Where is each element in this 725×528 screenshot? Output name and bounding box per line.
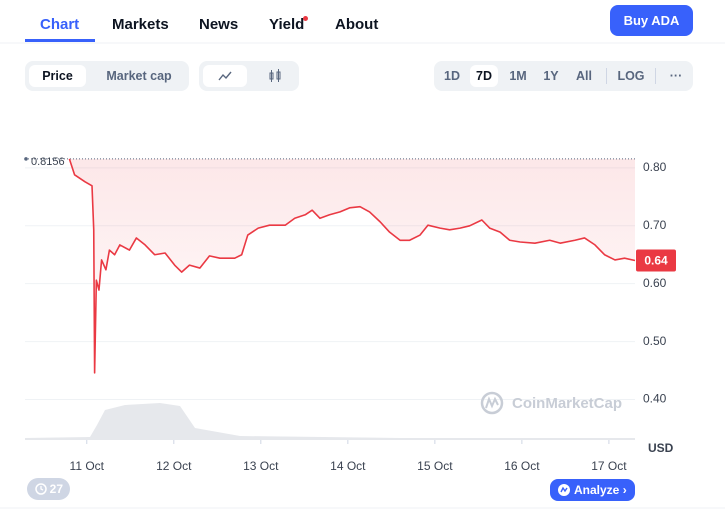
logo-mark	[485, 396, 499, 409]
tab-about[interactable]: About	[335, 16, 379, 33]
open-dot	[24, 157, 28, 161]
x-tick-label: 14 Oct	[330, 459, 366, 473]
candle-chart-button[interactable]	[253, 65, 297, 87]
logo-circle	[480, 391, 504, 415]
line-icon	[218, 71, 232, 81]
tab-chart[interactable]: Chart	[40, 16, 80, 33]
open-label: 0.8156	[31, 156, 65, 168]
mode-market-cap[interactable]: Market cap	[106, 69, 172, 83]
y-tick-label: 0.50	[643, 334, 667, 348]
tab-markets[interactable]: Markets	[112, 16, 169, 33]
y-tick-label: 0.40	[643, 392, 667, 406]
x-tick-label: 12 Oct	[156, 459, 192, 473]
history-icon	[35, 483, 47, 495]
buy-button[interactable]: Buy ADA	[610, 5, 693, 36]
x-tick-label: 16 Oct	[504, 459, 540, 473]
range-button[interactable]: 1Y	[543, 69, 559, 83]
last-price-tag	[636, 249, 676, 272]
analyze-button[interactable]: Analyze ›	[550, 479, 635, 501]
watermark-logo	[480, 391, 504, 415]
x-tick-label: 13 Oct	[243, 459, 279, 473]
x-tick-label: 17 Oct	[591, 459, 627, 473]
candle-icon	[269, 69, 281, 82]
range-button[interactable]: 7D	[470, 65, 498, 87]
separator	[606, 68, 607, 84]
mode-price[interactable]: Price	[29, 65, 86, 87]
y-unit: USD	[648, 441, 674, 455]
notification-dot	[303, 16, 308, 21]
y-tick-label: 0.60	[643, 276, 667, 290]
badge-count: 27	[49, 482, 63, 496]
range-button[interactable]: All	[576, 69, 592, 83]
more-button[interactable]: ···	[669, 69, 683, 83]
x-tick-label: 11 Oct	[70, 459, 105, 473]
watermark: CoinMarketCap	[512, 395, 622, 412]
tab-underline	[25, 39, 95, 42]
y-tick-label: 0.70	[643, 218, 667, 232]
x-tick-label: 15 Oct	[417, 459, 453, 473]
range-button[interactable]: 1M	[509, 69, 527, 83]
price-line	[68, 158, 636, 374]
tab-news[interactable]: News	[199, 16, 239, 33]
analyze-label: Analyze	[574, 483, 620, 497]
y-tick-label: 0.80	[643, 160, 667, 174]
volume-area	[25, 403, 635, 440]
tab-yield[interactable]: Yield	[269, 16, 305, 33]
line-chart-button[interactable]	[203, 65, 247, 87]
history-badge[interactable]: 27	[27, 478, 70, 500]
last-price-label: 0.64	[644, 254, 668, 268]
separator	[655, 68, 656, 84]
range-button[interactable]: 1D	[444, 69, 460, 83]
analyze-icon	[558, 484, 570, 496]
log-button[interactable]: LOG	[617, 69, 645, 83]
area-fill	[69, 158, 635, 373]
